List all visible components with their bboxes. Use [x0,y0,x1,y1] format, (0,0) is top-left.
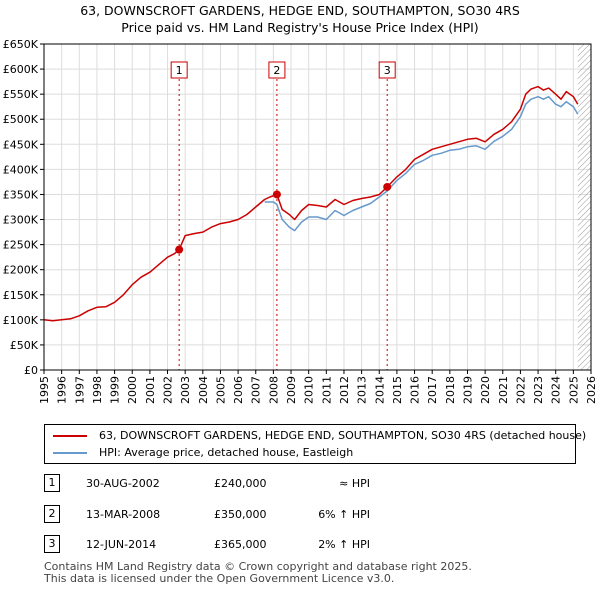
sale-date: 12-JUN-2014 [86,538,157,551]
x-tick-label: 1999 [109,376,122,404]
property-price-line [43,85,579,322]
legend: 63, DOWNSCROFT GARDENS, HEDGE END, SOUTH… [44,424,586,464]
x-tick-label: 2015 [391,376,404,404]
y-tick-label: £600K [3,63,39,76]
sale-date: 30-AUG-2002 [86,477,160,490]
sale-marker-box [170,61,188,79]
sale-marker-box [378,61,396,79]
x-tick-label: 2011 [320,376,333,404]
x-tick-label: 2004 [197,376,210,404]
x-tick-label: 2005 [214,376,227,404]
x-tick-label: 2003 [179,376,192,404]
legend-swatch-hpi [53,452,87,454]
footer: Contains HM Land Registry data © Crown c… [44,561,472,585]
sale-price: £240,000 [214,477,267,490]
sale-marker-label: 2 [273,64,280,77]
x-tick-label: 2021 [497,376,510,404]
x-tick-label: 2020 [479,376,492,404]
x-tick-label: 2018 [444,376,457,404]
legend-label-property: 63, DOWNSCROFT GARDENS, HEDGE END, SOUTH… [99,429,587,442]
sale-number: 2 [44,505,60,523]
sale-hpi-comparison: 6% ↑ HPI [318,508,370,521]
x-tick-label: 2023 [532,376,545,404]
chart-title-block: 63, DOWNSCROFT GARDENS, HEDGE END, SOUTH… [0,2,600,36]
footer-license: This data is licensed under the Open Gov… [44,572,395,585]
x-tick-label: 2019 [461,376,474,404]
y-tick-label: £300K [3,214,39,227]
x-tick-label: 1995 [38,376,51,404]
x-tick-label: 2024 [550,376,563,404]
x-tick-label: 2010 [303,376,316,404]
x-tick-label: 2026 [585,376,598,404]
y-tick-label: £450K [3,138,39,151]
sale-number: 1 [44,474,60,492]
sale-price: £350,000 [214,508,267,521]
y-tick-label: £150K [3,289,39,302]
y-tick-label: £0 [24,364,38,377]
y-tick-label: £350K [3,188,39,201]
plot-area [44,44,591,370]
sale-marker-label: 3 [384,64,391,77]
sale-marker-label: 1 [176,64,183,77]
x-tick-label: 2025 [567,376,580,404]
sale-hpi-comparison: ≈ HPI [339,477,370,490]
sale-point [175,245,184,254]
hpi-line [264,95,579,232]
sale-price: £365,000 [214,538,267,551]
y-tick-label: £550K [3,88,39,101]
sale-point [272,190,281,199]
sale-number: 3 [44,535,60,553]
y-tick-label: £650K [3,38,39,51]
x-tick-label: 1997 [73,376,86,404]
x-tick-label: 2008 [267,376,280,404]
x-tick-label: 2022 [514,376,527,404]
x-tick-label: 2016 [409,376,422,404]
y-tick-label: £200K [3,264,39,277]
x-tick-label: 2007 [250,376,263,404]
y-tick-label: £100K [3,314,39,327]
forecast-hatch [577,44,591,370]
x-tick-label: 2006 [232,376,245,404]
x-tick-label: 2017 [426,376,439,404]
footer-copyright: Contains HM Land Registry data © Crown c… [44,560,472,573]
price-chart: 1 2 3 £0 £50K £100K £150K £200K £250K £300K £350K… [3,38,598,404]
legend-swatch-property [53,435,87,437]
x-tick-label: 2012 [338,376,351,404]
plot-frame [43,43,592,371]
chart-subtitle: Price paid vs. HM Land Registry's House … [121,20,479,35]
legend-label-hpi: HPI: Average price, detached house, East… [99,446,354,459]
x-tick-label: 2000 [126,376,139,404]
sale-hpi-comparison: 2% ↑ HPI [318,538,370,551]
y-tick-label: £50K [10,339,39,352]
x-tick-label: 2014 [373,376,386,404]
y-tick-label: £500K [3,113,39,126]
x-tick-label: 2001 [144,376,157,404]
sale-point [383,182,392,191]
x-tick-label: 1998 [91,376,104,404]
y-tick-label: £250K [3,239,39,252]
chart-title: 63, DOWNSCROFT GARDENS, HEDGE END, SOUTH… [80,3,520,18]
y-tick-label: £400K [3,163,39,176]
x-tick-label: 2002 [162,376,175,404]
x-tick-label: 2009 [285,376,298,404]
x-tick-label: 1996 [56,376,69,404]
x-tick-label: 2013 [356,376,369,404]
sale-date: 13-MAR-2008 [86,508,161,521]
sale-marker-box [268,61,286,79]
